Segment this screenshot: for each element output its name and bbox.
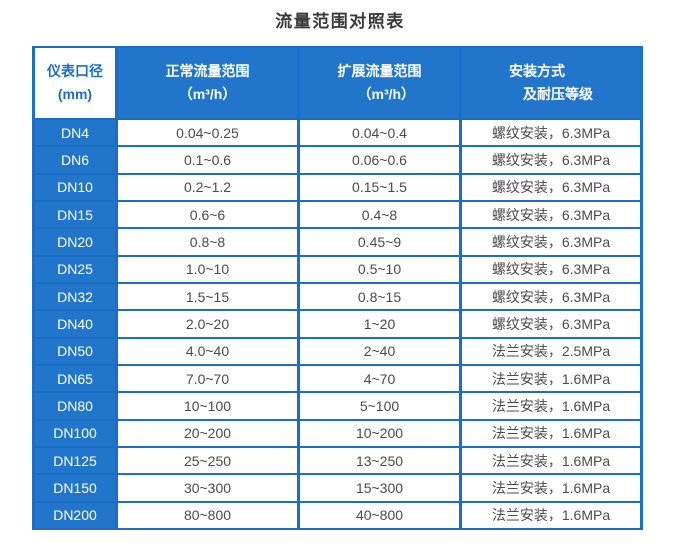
cell-installation-pressure: 法兰安装，2.5MPa [459,336,643,366]
cell-extended-flow-range: 0.15~1.5 [297,172,462,202]
cell-normal-flow-range: 0.1~0.6 [115,145,300,175]
cell-normal-flow-range: 30~300 [115,473,300,503]
cell-meter-diameter: DN100 [32,418,118,448]
header-line2: (mm) [57,86,93,102]
table-row: DN65 7.0~70 4~70 法兰安装，1.6MPa [32,363,643,394]
header-normal-flow-range: 正常流量范围 （m³/h） [115,46,300,120]
table-row: DN25 1.0~10 0.5~10 螺纹安装，6.3MPa [32,254,643,284]
cell-meter-diameter: DN65 [32,363,118,394]
cell-installation-pressure: 法兰安装，1.6MPa [459,473,643,503]
cell-installation-pressure: 螺纹安装，6.3MPa [459,309,643,339]
table-row: DN32 1.5~15 0.8~15 螺纹安装，6.3MPa [32,281,643,312]
cell-meter-diameter: DN15 [32,199,118,230]
cell-normal-flow-range: 10~100 [115,391,300,421]
cell-meter-diameter: DN10 [32,172,118,202]
table-row: DN40 2.0~20 1~20 螺纹安装，6.3MPa [32,309,643,339]
cell-normal-flow-range: 0.8~8 [115,227,300,257]
cell-meter-diameter: DN150 [32,473,118,503]
cell-extended-flow-range: 0.04~0.4 [297,117,462,148]
table-row: DN6 0.1~0.6 0.06~0.6 螺纹安装，6.3MPa [32,145,643,175]
header-extended-flow-range: 扩展流量范围 （m³/h） [297,46,462,120]
table-row: DN15 0.6~6 0.4~8 螺纹安装，6.3MPa [32,199,643,230]
cell-meter-diameter: DN125 [32,445,118,476]
table-row: DN125 25~250 13~250 法兰安装，1.6MPa [32,445,643,476]
cell-installation-pressure: 法兰安装，1.6MPa [459,445,643,476]
cell-normal-flow-range: 0.04~0.25 [115,117,300,148]
cell-meter-diameter: DN80 [32,391,118,421]
cell-installation-pressure: 螺纹安装，6.3MPa [459,281,643,312]
cell-extended-flow-range: 2~40 [297,336,462,366]
cell-installation-pressure: 法兰安装，1.6MPa [459,418,643,448]
cell-extended-flow-range: 1~20 [297,309,462,339]
cell-extended-flow-range: 0.4~8 [297,199,462,230]
cell-meter-diameter: DN4 [32,117,118,148]
page-title: 流量范围对照表 [275,12,405,31]
cell-normal-flow-range: 4.0~40 [115,336,300,366]
flow-range-table: 仪表口径 (mm) 正常流量范围 （m³/h） 扩展流量范围 （m³/h） 安装… [32,46,643,531]
cell-normal-flow-range: 80~800 [115,500,300,531]
cell-extended-flow-range: 13~250 [297,445,462,476]
table-row: DN4 0.04~0.25 0.04~0.4 螺纹安装，6.3MPa [32,117,643,148]
header-installation-pressure: 安装方式 及耐压等级 [459,46,643,120]
cell-extended-flow-range: 10~200 [297,418,462,448]
cell-meter-diameter: DN50 [32,336,118,366]
cell-normal-flow-range: 20~200 [115,418,300,448]
header-line1: 仪表口径 [47,62,103,79]
cell-extended-flow-range: 15~300 [297,473,462,503]
cell-normal-flow-range: 2.0~20 [115,309,300,339]
cell-extended-flow-range: 4~70 [297,363,462,394]
header-line1: 正常流量范围 [165,62,250,79]
header-line2: （m³/h） [178,86,237,102]
table-body: DN4 0.04~0.25 0.04~0.4 螺纹安装，6.3MPa DN6 0.1~0.… [32,117,643,531]
cell-installation-pressure: 法兰安装，1.6MPa [459,391,643,421]
header-line1: 扩展流量范围 [337,62,422,79]
table-row: DN10 0.2~1.2 0.15~1.5 螺纹安装，6.3MPa [32,172,643,202]
header-line1: 安装方式 [509,62,565,79]
cell-installation-pressure: 螺纹安装，6.3MPa [459,254,643,284]
header-meter-diameter: 仪表口径 (mm) [32,46,118,120]
header-line2: （m³/h） [357,86,416,102]
cell-installation-pressure: 螺纹安装，6.3MPa [459,172,643,202]
cell-meter-diameter: DN20 [32,227,118,257]
cell-normal-flow-range: 1.0~10 [115,254,300,284]
table-row: DN150 30~300 15~300 法兰安装，1.6MPa [32,473,643,503]
cell-normal-flow-range: 1.5~15 [115,281,300,312]
table-row: DN100 20~200 10~200 法兰安装，1.6MPa [32,418,643,448]
cell-extended-flow-range: 40~800 [297,500,462,531]
cell-meter-diameter: DN25 [32,254,118,284]
table-row: DN50 4.0~40 2~40 法兰安装，2.5MPa [32,336,643,366]
cell-extended-flow-range: 0.06~0.6 [297,145,462,175]
cell-extended-flow-range: 0.45~9 [297,227,462,257]
header-row: 仪表口径 (mm) 正常流量范围 （m³/h） 扩展流量范围 （m³/h） 安装… [32,46,643,120]
cell-installation-pressure: 法兰安装，1.6MPa [459,500,643,531]
cell-normal-flow-range: 0.2~1.2 [115,172,300,202]
cell-extended-flow-range: 0.8~15 [297,281,462,312]
cell-installation-pressure: 螺纹安装，6.3MPa [459,199,643,230]
table-row: DN80 10~100 5~100 法兰安装，1.6MPa [32,391,643,421]
cell-extended-flow-range: 5~100 [297,391,462,421]
cell-meter-diameter: DN40 [32,309,118,339]
table-row: DN200 80~800 40~800 法兰安装，1.6MPa [32,500,643,531]
cell-normal-flow-range: 25~250 [115,445,300,476]
table-header: 仪表口径 (mm) 正常流量范围 （m³/h） 扩展流量范围 （m³/h） 安装… [32,46,643,120]
cell-meter-diameter: DN32 [32,281,118,312]
cell-normal-flow-range: 0.6~6 [115,199,300,230]
cell-installation-pressure: 螺纹安装，6.3MPa [459,227,643,257]
cell-installation-pressure: 法兰安装，1.6MPa [459,363,643,394]
table-row: DN20 0.8~8 0.45~9 螺纹安装，6.3MPa [32,227,643,257]
cell-meter-diameter: DN6 [32,145,118,175]
cell-normal-flow-range: 7.0~70 [115,363,300,394]
cell-installation-pressure: 螺纹安装，6.3MPa [459,117,643,148]
cell-installation-pressure: 螺纹安装，6.3MPa [459,145,643,175]
header-line2: 及耐压等级 [523,86,593,102]
cell-meter-diameter: DN200 [32,500,118,531]
cell-extended-flow-range: 0.5~10 [297,254,462,284]
